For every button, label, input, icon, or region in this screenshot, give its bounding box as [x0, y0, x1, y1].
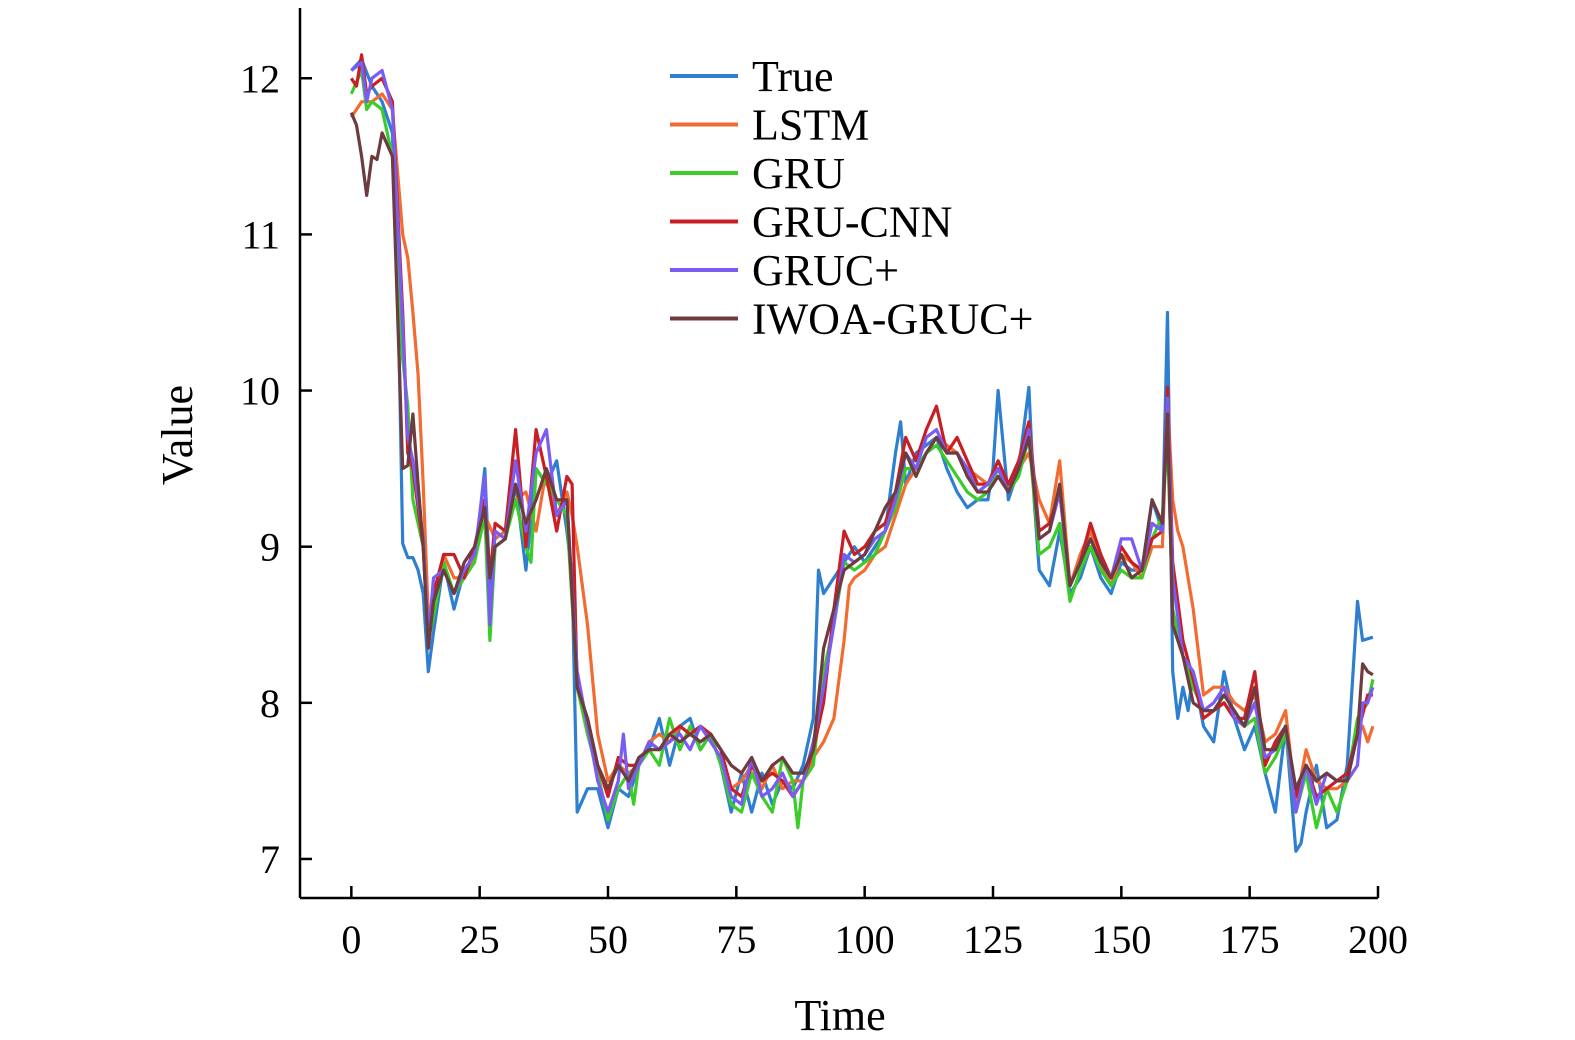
x-tick-label: 25 [460, 917, 500, 962]
legend-label-gru-cnn: GRU-CNN [752, 198, 952, 247]
x-tick-label: 175 [1220, 917, 1280, 962]
x-tick-label: 200 [1348, 917, 1408, 962]
x-tick-label: 125 [963, 917, 1023, 962]
legend-label-gruc-: GRUC+ [752, 246, 899, 295]
series-line-gru [349, 68, 1375, 830]
legend-label-lstm: LSTM [752, 101, 869, 150]
series-line-true [350, 57, 1374, 853]
x-axis-title: Time [794, 991, 885, 1040]
legend-label-true: True [752, 52, 834, 101]
series-line-iwoa-gruc- [349, 111, 1374, 791]
x-tick-label: 50 [588, 917, 628, 962]
y-tick-label: 12 [240, 56, 280, 101]
y-tick-label: 11 [241, 212, 280, 257]
x-ticks: 0 25 50 75 100 125 150 175 200 [341, 886, 1408, 962]
x-tick-label: 0 [341, 917, 361, 962]
y-tick-label: 7 [260, 837, 280, 882]
y-tick-label: 9 [260, 525, 280, 570]
y-ticks: 7 8 9 10 11 12 [240, 56, 312, 882]
y-tick-label: 8 [260, 681, 280, 726]
x-tick-label: 150 [1091, 917, 1151, 962]
x-tick-label: 100 [835, 917, 895, 962]
series-line-gru-cnn [349, 53, 1373, 799]
plot-series-group [349, 53, 1375, 853]
legend-label-iwoa-gruc-: IWOA-GRUC+ [752, 295, 1033, 344]
x-tick-label: 75 [716, 917, 756, 962]
legend-label-gru: GRU [752, 149, 845, 198]
y-tick-label: 10 [240, 369, 280, 414]
y-axis-title: Value [153, 385, 202, 485]
